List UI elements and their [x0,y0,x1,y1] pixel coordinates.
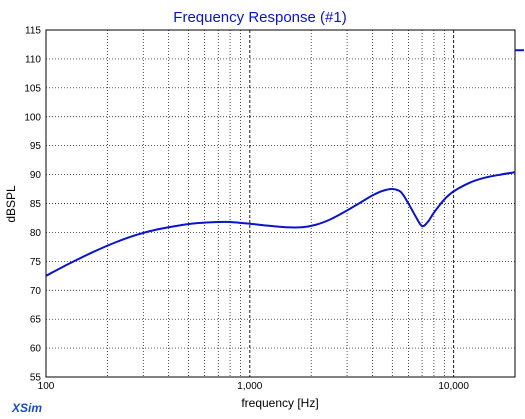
y-tick-label: 90 [30,170,42,181]
y-axis-ticks: 55 60 65 70 75 80 85 90 95 100 105 110 115 [24,26,41,384]
y-tick-label: 70 [30,286,42,297]
y-tick-label: 95 [30,141,42,152]
plot-frame [45,29,516,378]
y-tick-label: 75 [30,257,42,268]
chart-title: Frequency Response (#1) [173,9,346,26]
x-tick-label: 1,000 [237,381,262,392]
grid [46,30,515,377]
y-axis-label: dBSPL [4,185,18,223]
x-axis-ticks: 100 1,000 10,000 [38,381,470,392]
y-tick-label: 85 [30,199,42,210]
y-tick-label: 65 [30,315,42,326]
y-tick-label: 115 [25,26,41,37]
y-tick-label: 100 [24,112,41,123]
x-tick-label: 10,000 [438,381,469,392]
x-tick-label: 100 [38,381,55,392]
series-line-frequency-response [45,171,516,277]
x-axis-label: frequency [Hz] [241,396,318,410]
y-tick-label: 105 [24,83,41,94]
y-tick-label: 60 [30,344,42,355]
y-tick-label: 80 [30,228,42,239]
y-tick-label: 55 [30,373,42,384]
xsim-brand-label: XSim [11,401,42,415]
y-tick-label: 110 [25,54,41,65]
